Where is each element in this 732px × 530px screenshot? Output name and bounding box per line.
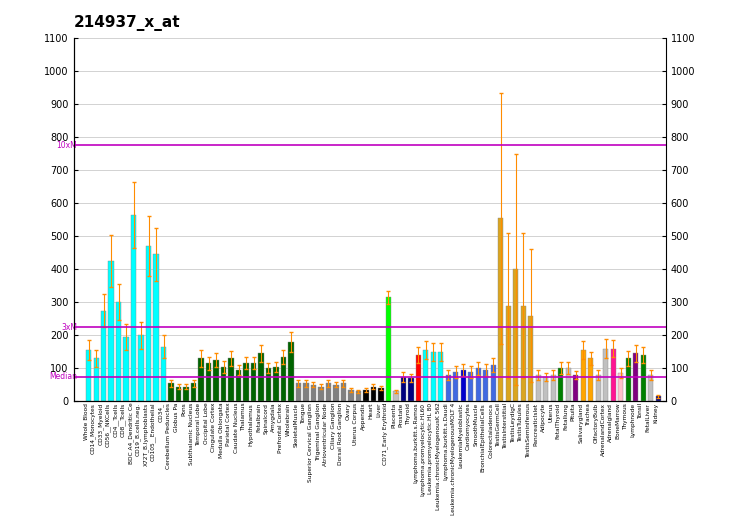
Bar (550, 375, 556, 401)
Bar (416, 355, 421, 401)
Bar (131, 215, 136, 401)
Text: 214937_x_at: 214937_x_at (74, 15, 180, 31)
Bar (266, 368, 271, 401)
Bar (453, 372, 458, 401)
Bar (408, 378, 414, 401)
Bar (460, 370, 466, 401)
Bar (221, 367, 226, 401)
Bar (393, 392, 398, 401)
Bar (371, 386, 376, 401)
Bar (176, 386, 182, 401)
Bar (543, 377, 548, 401)
Bar (228, 358, 234, 401)
Bar (184, 386, 189, 401)
Bar (108, 261, 113, 401)
Bar (101, 311, 106, 401)
Bar (356, 392, 361, 401)
Bar (168, 383, 173, 401)
Bar (161, 347, 166, 401)
Text: 10xM: 10xM (56, 141, 78, 150)
Bar (483, 370, 488, 401)
Bar (318, 386, 324, 401)
Bar (423, 350, 428, 401)
Bar (573, 375, 578, 401)
Bar (400, 377, 406, 401)
Bar (124, 337, 129, 401)
Bar (603, 349, 608, 401)
Bar (281, 357, 286, 401)
Bar (498, 218, 504, 401)
Bar (243, 364, 249, 401)
Bar (311, 385, 316, 401)
Bar (513, 269, 518, 401)
Text: 3xM: 3xM (61, 323, 78, 332)
Bar (566, 368, 571, 401)
Bar (206, 364, 211, 401)
Bar (430, 352, 436, 401)
Bar (191, 383, 196, 401)
Bar (146, 246, 152, 401)
Bar (303, 383, 309, 401)
Bar (520, 306, 526, 401)
Bar (378, 388, 384, 401)
Bar (214, 360, 219, 401)
Bar (610, 349, 616, 401)
Bar (273, 367, 279, 401)
Bar (251, 364, 256, 401)
Text: Median: Median (49, 372, 78, 381)
Bar (446, 375, 451, 401)
Bar (506, 306, 511, 401)
Bar (648, 375, 654, 401)
Bar (296, 383, 301, 401)
Bar (116, 302, 122, 401)
Bar (633, 354, 638, 401)
Bar (236, 370, 241, 401)
Bar (626, 358, 631, 401)
Bar (580, 350, 586, 401)
Bar (94, 358, 99, 401)
Bar (198, 358, 203, 401)
Bar (438, 352, 444, 401)
Bar (86, 350, 92, 401)
Bar (154, 254, 159, 401)
Bar (258, 354, 264, 401)
Bar (618, 373, 624, 401)
Bar (326, 383, 331, 401)
Bar (468, 372, 474, 401)
Bar (341, 383, 346, 401)
Bar (288, 342, 294, 401)
Bar (138, 335, 143, 401)
Bar (386, 297, 391, 401)
Bar (640, 355, 646, 401)
Bar (348, 390, 354, 401)
Bar (333, 385, 339, 401)
Bar (490, 365, 496, 401)
Bar (656, 396, 661, 401)
Bar (558, 368, 564, 401)
Bar (476, 368, 481, 401)
Bar (596, 375, 601, 401)
Bar (588, 358, 594, 401)
Bar (529, 315, 534, 401)
Bar (363, 390, 368, 401)
Bar (536, 375, 541, 401)
